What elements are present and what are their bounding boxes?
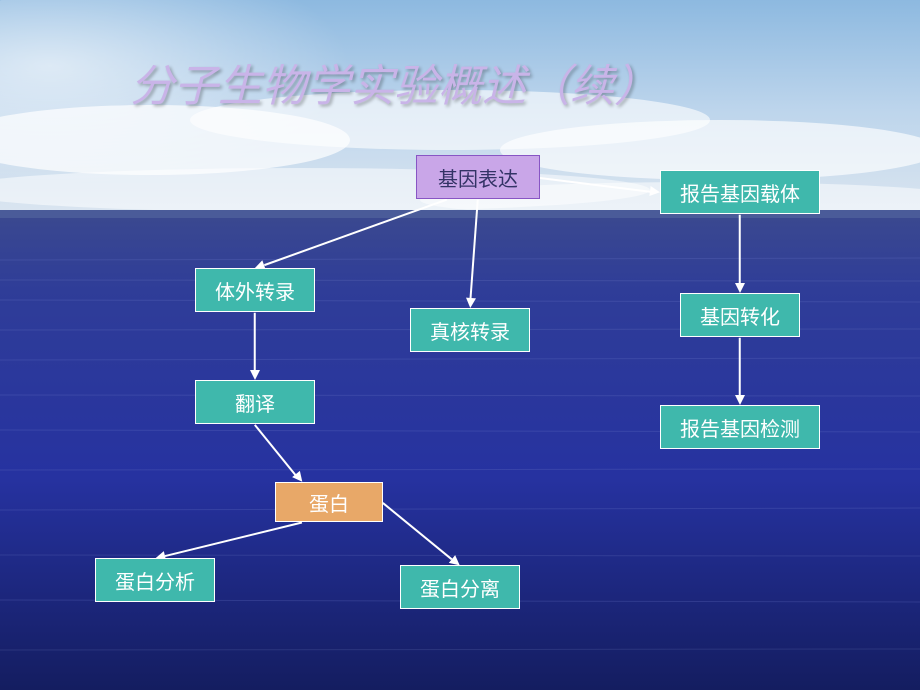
node-gene_transformation: 基因转化 [680,293,800,337]
edge-line [254,313,256,371]
edge-arrowhead [465,298,476,309]
node-protein_analysis: 蛋白分析 [95,558,215,602]
edge-arrowhead [735,283,745,293]
edge-line [739,215,741,284]
node-reporter_vector: 报告基因载体 [660,170,820,214]
edge-arrowhead [649,186,660,197]
edge-arrowhead [735,395,745,405]
slide-title: 分子生物学实验概述（续） [130,50,658,114]
node-gene_expression: 基因表达 [416,155,540,199]
node-translation: 翻译 [195,380,315,424]
node-eukaryotic_transcription: 真核转录 [410,308,530,352]
node-reporter_detection: 报告基因检测 [660,405,820,449]
node-protein: 蛋白 [275,482,383,522]
edge-arrowhead [250,370,260,380]
node-in_vitro_transcription: 体外转录 [195,268,315,312]
edge-line [739,338,741,396]
node-protein_separation: 蛋白分离 [400,565,520,609]
